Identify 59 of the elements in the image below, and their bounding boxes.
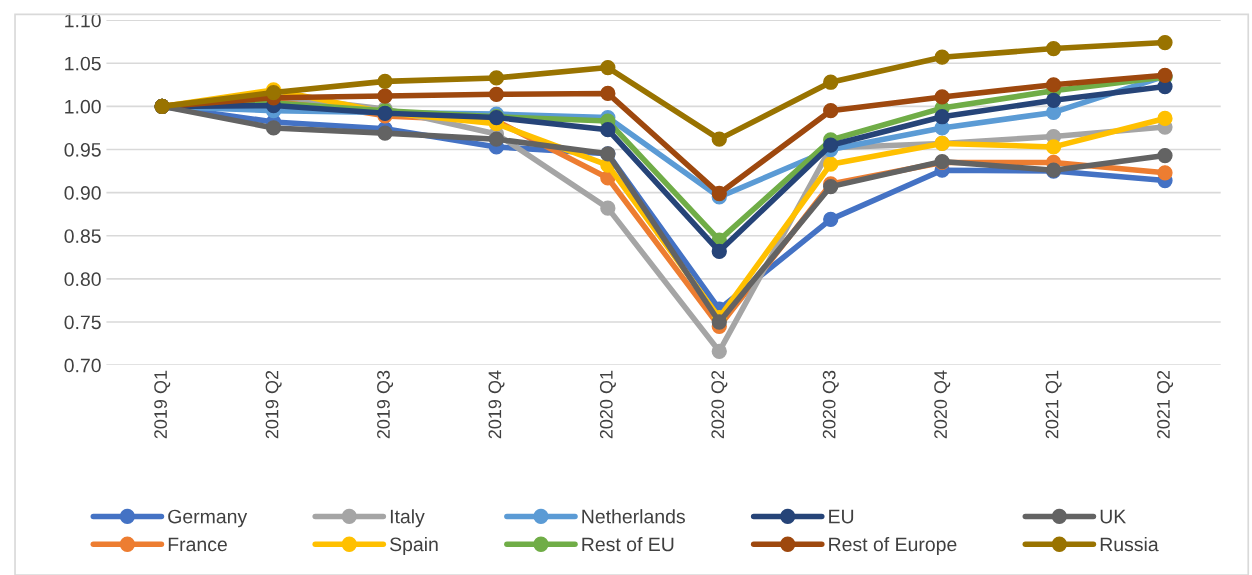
legend-label: Rest of Europe (829, 536, 957, 556)
point (711, 243, 727, 259)
point (600, 200, 616, 216)
point (934, 49, 950, 65)
point (1045, 139, 1062, 155)
legend-label: UK (1100, 509, 1127, 524)
point (1045, 40, 1062, 57)
x-tick-label: 2021 Q2 (1157, 370, 1174, 439)
legend-label: Netherlands (582, 509, 685, 524)
point (711, 131, 727, 147)
point (1157, 110, 1173, 127)
point (711, 185, 727, 202)
y-tick-label: 0.70 (64, 358, 101, 373)
x-tick-label: 2019 Q2 (265, 370, 282, 439)
point (1045, 77, 1062, 93)
point (600, 85, 616, 102)
legend-label: EU (829, 509, 854, 524)
point (823, 211, 839, 228)
point (711, 314, 727, 330)
point (934, 89, 950, 105)
point (377, 73, 393, 90)
point (823, 156, 839, 172)
legend-label: Spain (390, 536, 438, 556)
y-tick-label: 0.80 (64, 272, 101, 287)
point (1157, 147, 1173, 164)
point (600, 122, 616, 138)
point (488, 131, 505, 147)
legend-label: Russia (1100, 536, 1159, 552)
legend-label: Italy (390, 509, 425, 528)
point (488, 86, 505, 102)
point (823, 74, 839, 90)
y-tick-label: 1.05 (65, 56, 101, 71)
legend-label: Germany (168, 509, 248, 528)
y-tick-label: 1.00 (65, 99, 101, 114)
x-tick-label: 2020 Q1 (599, 370, 616, 439)
x-tick-label: 2019 Q3 (377, 370, 394, 439)
point (600, 59, 616, 76)
x-tick-label: 2021 Q1 (1045, 370, 1062, 439)
point (711, 343, 727, 359)
y-tick-label: 0.85 (64, 229, 101, 243)
legend-label: Rest of EU (582, 536, 674, 552)
point (1045, 92, 1062, 108)
point (823, 103, 839, 119)
point (265, 120, 282, 136)
x-tick-label: 2019 Q4 (488, 370, 505, 439)
x-tick-label: 2020 Q2 (711, 370, 728, 439)
x-tick-label: 2020 Q3 (822, 370, 839, 439)
legend-label: France (168, 537, 227, 552)
point (934, 109, 950, 125)
point (1157, 165, 1173, 181)
point (1157, 34, 1173, 51)
point (488, 70, 505, 86)
x-tick-label: 2020 Q4 (934, 370, 951, 439)
y-tick-label: 0.95 (64, 142, 101, 157)
y-tick-label: 0.75 (64, 315, 101, 330)
y-tick-label: 0.90 (64, 186, 101, 200)
point (377, 88, 393, 104)
point (377, 125, 393, 141)
x-tick-label: 2019 Q1 (154, 370, 171, 439)
